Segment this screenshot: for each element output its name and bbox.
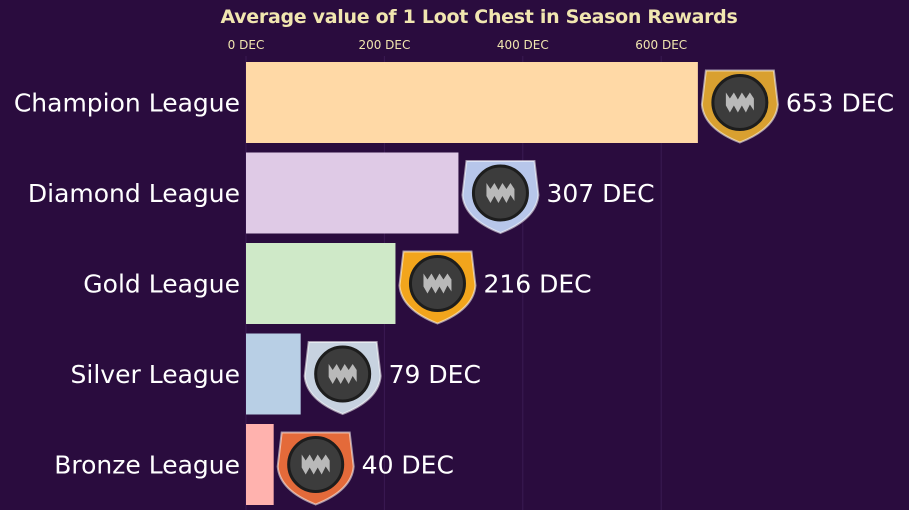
champion-league-badge-icon (700, 69, 779, 144)
value-label-0: 653 DEC (786, 89, 894, 118)
diamond-league-badge-icon (461, 160, 540, 235)
category-label-4: Bronze League (54, 451, 240, 480)
x-tick-label-0: 0 DEC (228, 38, 265, 52)
gold-league-badge-icon (398, 250, 477, 325)
value-label-2: 216 DEC (483, 270, 591, 299)
category-label-2: Gold League (83, 270, 240, 299)
bar-2 (246, 243, 396, 324)
value-label-3: 79 DEC (389, 360, 481, 389)
x-tick-label-1: 200 DEC (358, 38, 410, 52)
bar-0 (246, 62, 698, 143)
x-tick-label-3: 600 DEC (635, 38, 687, 52)
bar-1 (246, 152, 459, 234)
bar-4 (246, 424, 274, 505)
x-tick-label-2: 400 DEC (497, 38, 549, 52)
silver-league-badge-icon (303, 341, 382, 416)
value-label-1: 307 DEC (546, 179, 654, 208)
category-label-0: Champion League (14, 89, 240, 118)
bar-3 (246, 333, 301, 415)
chart-title: Average value of 1 Loot Chest in Season … (220, 6, 738, 28)
category-label-1: Diamond League (28, 179, 240, 208)
category-label-3: Silver League (71, 360, 240, 389)
bronze-league-badge-icon (276, 431, 355, 506)
value-label-4: 40 DEC (362, 451, 454, 480)
